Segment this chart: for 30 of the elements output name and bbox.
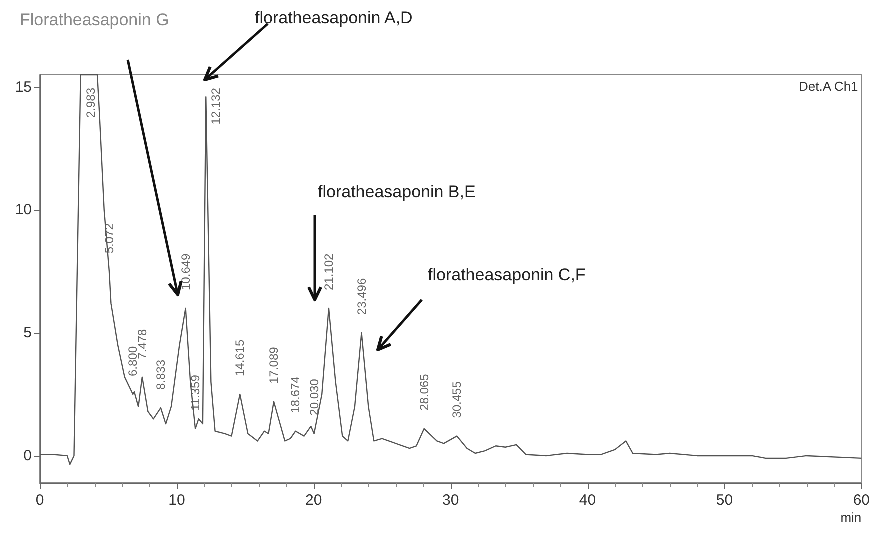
x-tick-label: 60 [853,492,870,509]
annotation: 17.089 [267,346,282,384]
x-tick-label: 50 [716,492,734,509]
annotation: 18.674 [288,376,303,414]
x-axis-title: min [840,510,862,525]
line-series [39,74,862,466]
text: floratheasaponin A,D [255,8,413,28]
x-tick-label: 40 [579,492,596,509]
y-tick-label: 10 [15,202,32,219]
annotation: 23.496 [354,278,369,316]
text: Floratheasaponin G [20,10,170,30]
x-tick-label: 0 [36,492,44,509]
annotation: 8.833 [154,360,168,390]
y-tick-label: 0 [24,447,32,464]
annotation: 20.030 [307,378,322,416]
annotation: floratheasaponin C,F [428,266,586,284]
x-tick-label: 20 [306,492,322,509]
annotation: 12.132 [209,88,224,125]
x-tick-label: 10 [168,492,186,509]
annotation: 28.065 [417,374,432,411]
x-tick-label: 30 [442,492,460,509]
annotation: Det.A Ch1 [799,79,858,94]
annotation: 14.615 [233,339,248,377]
annotation: 30.455 [450,381,464,418]
y-tick-label: 5 [24,324,32,342]
annotation: floratheasaponin B,E [318,182,476,202]
y-tick-label: 15 [15,78,32,96]
annotation: 10.649 [178,253,193,290]
annotation: 21.102 [322,253,336,290]
annotation: 2.983 [84,88,98,118]
